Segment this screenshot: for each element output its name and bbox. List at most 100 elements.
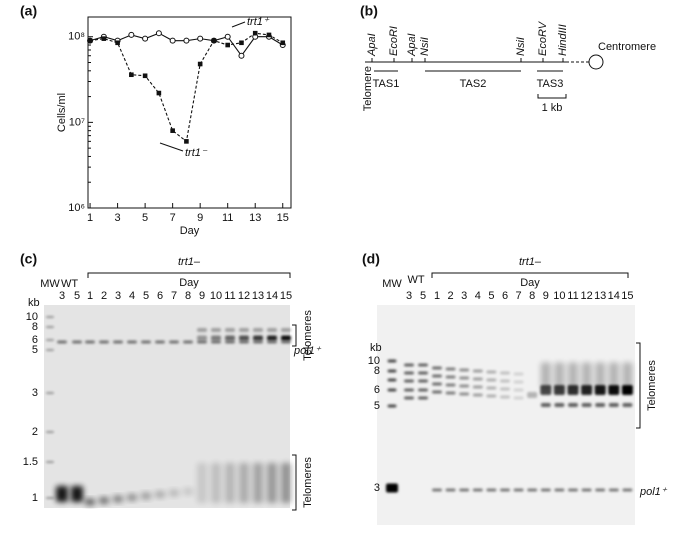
band <box>500 488 510 492</box>
band <box>445 383 456 387</box>
band <box>540 488 551 492</box>
band <box>387 404 397 408</box>
band <box>387 369 397 373</box>
marker <box>183 37 190 44</box>
band <box>404 396 414 400</box>
marker <box>266 32 272 38</box>
lane-label: 5 <box>143 290 149 302</box>
band <box>445 367 456 371</box>
band <box>267 335 277 341</box>
marker-label: 6 <box>32 334 38 346</box>
band <box>253 463 263 503</box>
band <box>622 488 633 492</box>
marker <box>224 33 231 40</box>
lane-label: 13 <box>252 290 264 302</box>
band <box>500 379 510 383</box>
band <box>211 463 221 503</box>
lane-label: 14 <box>266 290 278 302</box>
enzyme: EcoRI <box>388 26 400 56</box>
marker <box>239 40 244 46</box>
band <box>155 491 165 498</box>
band <box>72 340 82 344</box>
lane-label: 10 <box>210 290 222 302</box>
band <box>513 380 524 384</box>
gel-d <box>377 305 635 525</box>
band <box>239 340 249 344</box>
band <box>608 362 619 388</box>
panel-label: (a) <box>20 3 37 19</box>
band <box>554 488 565 492</box>
band <box>225 328 235 332</box>
lane-label: 1 <box>434 290 440 302</box>
marker <box>252 30 258 36</box>
bracket <box>292 324 297 347</box>
wt-label: WT <box>61 278 78 290</box>
x-tick-label: 7 <box>170 212 176 224</box>
lane-label: 8 <box>529 290 535 302</box>
band <box>71 486 83 502</box>
band <box>445 375 456 379</box>
marker-label: 10 <box>26 311 38 323</box>
band <box>581 362 592 388</box>
marker <box>142 73 148 79</box>
x-tick-label: 5 <box>142 212 148 224</box>
band <box>445 488 456 492</box>
panel-label: (b) <box>360 3 378 19</box>
y-tick-label: 10⁷ <box>69 116 85 128</box>
band <box>472 393 483 397</box>
x-axis-title: Day <box>180 225 200 237</box>
band <box>281 340 291 344</box>
band <box>486 386 497 390</box>
marker <box>238 52 245 59</box>
band <box>56 486 68 502</box>
band <box>527 488 538 492</box>
lane-label: 7 <box>171 290 177 302</box>
lane-label: 9 <box>199 290 205 302</box>
lane-label: 11 <box>567 290 578 302</box>
lane-label: 12 <box>580 290 592 302</box>
band <box>197 463 207 503</box>
lane-label: 2 <box>101 290 107 302</box>
band <box>513 488 524 492</box>
band <box>459 368 470 372</box>
band <box>622 362 633 388</box>
band <box>432 374 442 378</box>
band <box>253 340 263 344</box>
band <box>432 488 442 492</box>
band <box>169 340 179 344</box>
band <box>239 463 249 503</box>
band <box>595 362 606 388</box>
band <box>46 316 54 318</box>
region-label: TAS1 <box>373 78 400 90</box>
band <box>486 394 497 398</box>
band <box>155 340 165 344</box>
band <box>267 340 277 344</box>
lane-label: 3 <box>461 290 467 302</box>
centromere-label: Centromere <box>598 41 656 53</box>
marker-label: 1 <box>32 492 38 504</box>
marker <box>280 40 286 46</box>
x-tick-label: 1 <box>87 212 93 224</box>
lane-label: 9 <box>543 290 549 302</box>
lane-label: 5 <box>488 290 494 302</box>
band <box>459 488 470 492</box>
marker-label: 6 <box>374 384 380 396</box>
region-label: TAS2 <box>460 78 487 90</box>
lane-label: 3 <box>406 290 412 302</box>
band <box>183 488 193 495</box>
annotation: pol1⁺ <box>293 345 322 357</box>
panel-label: (d) <box>362 251 380 267</box>
band <box>595 403 606 407</box>
band <box>211 328 221 332</box>
marker-label: 3 <box>32 387 38 399</box>
band <box>387 388 397 392</box>
group-bracket <box>431 272 629 278</box>
enzyme: ApaI <box>366 33 378 57</box>
band <box>404 379 414 383</box>
band <box>513 388 524 392</box>
band <box>46 392 54 394</box>
marker-label: 10 <box>368 355 380 367</box>
band <box>418 379 428 383</box>
marker <box>197 61 203 67</box>
